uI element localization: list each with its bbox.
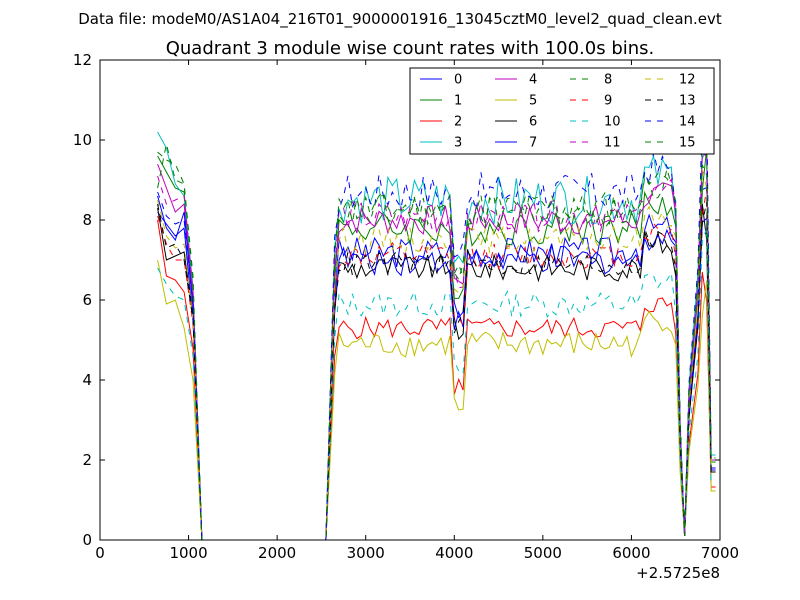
figure-suptitle: Data file: modeM0/AS1A04_216T01_90000019… (78, 10, 722, 29)
series-line-12 (157, 169, 716, 541)
series-line-7 (157, 195, 716, 541)
legend-box (409, 67, 715, 155)
y-tick-label: 4 (82, 371, 92, 389)
series-line-3 (157, 131, 716, 541)
legend-label-3: 3 (454, 136, 462, 151)
legend-label-1: 1 (454, 94, 462, 109)
series-line-11 (157, 170, 716, 541)
y-tick-label: 0 (82, 531, 92, 549)
series-line-1 (157, 148, 716, 541)
y-tick-label: 12 (73, 51, 92, 69)
x-tick-label: 2000 (258, 544, 296, 562)
series-line-14 (157, 108, 716, 541)
series-line-4 (157, 150, 716, 541)
chart-title: Quadrant 3 module wise count rates with … (166, 38, 655, 59)
legend-label-12: 12 (679, 73, 696, 88)
series-line-9 (157, 188, 716, 541)
plot-lines (157, 108, 716, 541)
legend-label-8: 8 (604, 73, 612, 88)
y-tick-label: 6 (82, 291, 92, 309)
x-tick-label: 7000 (701, 544, 739, 562)
legend-label-7: 7 (529, 136, 537, 151)
legend-label-6: 6 (529, 115, 537, 130)
x-tick-label: 5000 (524, 544, 562, 562)
x-tick-label: 6000 (612, 544, 650, 562)
legend-label-10: 10 (604, 115, 621, 130)
x-axis-ticks: 0 1000 2000 3000 4000 5000 6000 7000 (95, 60, 739, 562)
series-line-15 (157, 151, 716, 541)
legend-label-5: 5 (529, 94, 537, 109)
x-tick-label: 4000 (435, 544, 473, 562)
y-tick-label: 8 (82, 211, 92, 229)
series-line-10 (157, 228, 716, 541)
legend-label-0: 0 (454, 73, 462, 88)
x-axis-offset-label: +2.5725e8 (636, 564, 720, 582)
legend-label-13: 13 (679, 94, 696, 109)
x-tick-label: 1000 (169, 544, 207, 562)
x-tick-label: 0 (95, 544, 105, 562)
legend-label-4: 4 (529, 73, 537, 88)
series-line-6 (157, 203, 716, 541)
series-line-5 (157, 259, 716, 541)
y-tick-label: 2 (82, 451, 92, 469)
series-line-8 (157, 136, 716, 541)
series-line-0 (157, 186, 716, 541)
legend-label-15: 15 (679, 136, 696, 151)
series-line-2 (157, 219, 716, 541)
legend-label-14: 14 (679, 115, 696, 130)
series-line-13 (157, 201, 716, 541)
legend-label-9: 9 (604, 94, 612, 109)
y-tick-label: 10 (73, 131, 92, 149)
x-tick-label: 3000 (347, 544, 385, 562)
legend-label-2: 2 (454, 115, 462, 130)
legend-label-11: 11 (604, 136, 621, 151)
